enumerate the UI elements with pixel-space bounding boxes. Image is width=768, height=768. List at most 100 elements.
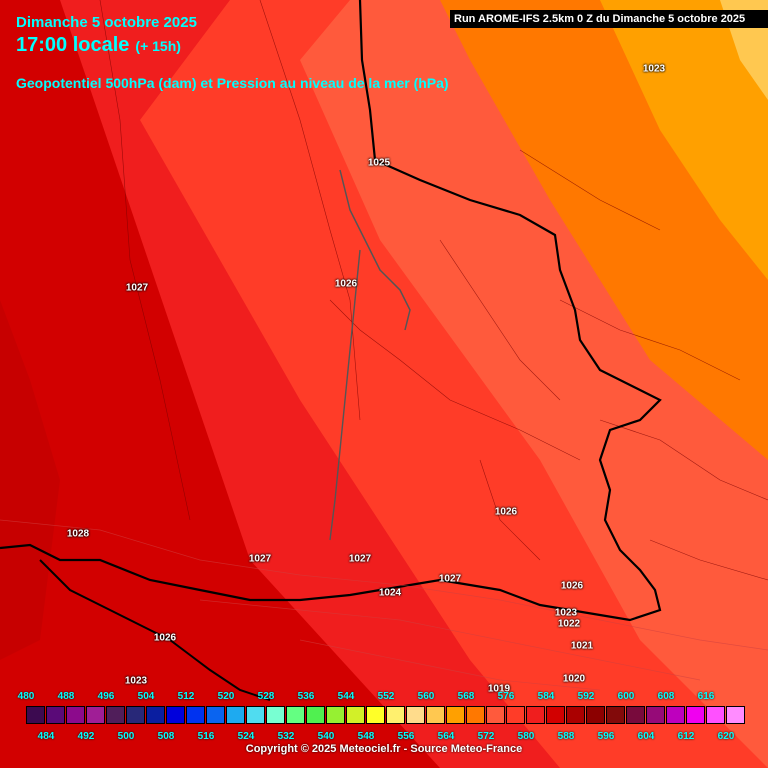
- legend-swatch: [726, 706, 745, 724]
- legend-swatch: [306, 706, 325, 724]
- legend-swatch: [326, 706, 345, 724]
- legend-swatch: [406, 706, 425, 724]
- legend-swatch: [186, 706, 205, 724]
- pressure-label: 1026: [334, 278, 358, 290]
- pressure-label: 1027: [438, 573, 462, 585]
- legend-bottom-label: 516: [197, 731, 215, 742]
- legend-swatch: [566, 706, 585, 724]
- legend-swatch: [246, 706, 265, 724]
- legend-swatch: [646, 706, 665, 724]
- legend-top-label: 504: [137, 691, 155, 702]
- legend-top-label: 576: [497, 691, 515, 702]
- pressure-label: 1023: [124, 675, 148, 687]
- legend-top-label: 496: [97, 691, 115, 702]
- legend-swatch: [526, 706, 545, 724]
- legend-top-label: 536: [297, 691, 315, 702]
- color-legend: 480 488 496 504 512 520 528 536 544 552 560 568 576 5…: [0, 686, 768, 768]
- legend-swatch: [266, 706, 285, 724]
- legend-swatch: [226, 706, 245, 724]
- legend-swatch: [26, 706, 45, 724]
- pressure-label: 1028: [66, 528, 90, 540]
- band-568: [600, 0, 768, 280]
- legend-bottom-label: 524: [237, 731, 255, 742]
- pressure-label: 1023: [642, 63, 666, 75]
- legend-top-label: 552: [377, 691, 395, 702]
- parameter-title: Geopotentiel 500hPa (dam) et Pression au…: [16, 75, 449, 91]
- legend-swatch: [86, 706, 105, 724]
- legend-swatch: [166, 706, 185, 724]
- legend-bottom-label: 548: [357, 731, 375, 742]
- legend-bottom-label: 508: [157, 731, 175, 742]
- coast-west: [329, 249, 361, 541]
- pressure-label: 1026: [560, 580, 584, 592]
- legend-bottom-label: 572: [477, 731, 495, 742]
- lead-time: (+ 15h): [135, 38, 181, 54]
- pressure-label: 1022: [557, 618, 581, 630]
- legend-top-label: 512: [177, 691, 195, 702]
- legend-top-label: 616: [697, 691, 715, 702]
- legend-swatch: [106, 706, 125, 724]
- legend-bottom-label: 484: [37, 731, 55, 742]
- legend-swatch: [386, 706, 405, 724]
- legend-bottom-label: 492: [77, 731, 95, 742]
- pressure-label: 1019: [487, 683, 511, 695]
- border-south: [39, 559, 271, 701]
- legend-bottom-label: 588: [557, 731, 575, 742]
- legend-bottom-label: 564: [437, 731, 455, 742]
- legend-swatch: [206, 706, 225, 724]
- legend-top-label: 488: [57, 691, 75, 702]
- legend-swatch: [506, 706, 525, 724]
- legend-top-label: 520: [217, 691, 235, 702]
- legend-swatch: [426, 706, 445, 724]
- legend-swatch: [466, 706, 485, 724]
- run-info: Run AROME-IFS 2.5km 0 Z du Dimanche 5 oc…: [450, 10, 768, 28]
- time-value: 17:00 locale: [16, 34, 130, 56]
- legend-swatch: [626, 706, 645, 724]
- forecast-time: 17:00 locale (+ 15h): [16, 34, 181, 57]
- pressure-label: 1027: [125, 282, 149, 294]
- legend-swatch: [126, 706, 145, 724]
- legend-swatch: [606, 706, 625, 724]
- pressure-label: 1024: [378, 587, 402, 599]
- legend-swatch: [346, 706, 365, 724]
- copyright: Copyright © 2025 Meteociel.fr - Source M…: [245, 743, 523, 755]
- pressure-label: 1027: [248, 553, 272, 565]
- legend-bottom-label: 540: [317, 731, 335, 742]
- pressure-label: 1025: [367, 157, 391, 169]
- estuary: [339, 169, 411, 331]
- legend-top-label: 600: [617, 691, 635, 702]
- legend-top-label: 544: [337, 691, 355, 702]
- band-592: [0, 300, 60, 660]
- legend-top-label: 584: [537, 691, 555, 702]
- coastline: [0, 0, 662, 622]
- legend-swatch: [46, 706, 65, 724]
- forecast-date: Dimanche 5 octobre 2025: [16, 14, 197, 31]
- legend-bottom-label: 620: [717, 731, 735, 742]
- pressure-label: 1027: [348, 553, 372, 565]
- legend-swatch: [546, 706, 565, 724]
- legend-top-label: 608: [657, 691, 675, 702]
- legend-top-label: 568: [457, 691, 475, 702]
- legend-swatch: [286, 706, 305, 724]
- legend-swatch: [686, 706, 705, 724]
- legend-top-label: 560: [417, 691, 435, 702]
- legend-bottom-label: 596: [597, 731, 615, 742]
- legend-bottom-label: 532: [277, 731, 295, 742]
- legend-bottom-label: 500: [117, 731, 135, 742]
- legend-top-label: 480: [17, 691, 35, 702]
- legend-bottom-label: 604: [637, 731, 655, 742]
- pressure-label: 1020: [562, 673, 586, 685]
- legend-bottom-label: 580: [517, 731, 535, 742]
- pressure-label: 1021: [570, 640, 594, 652]
- legend-swatch: [666, 706, 685, 724]
- pressure-label: 1023: [554, 607, 578, 619]
- pressure-label: 1026: [153, 632, 177, 644]
- legend-swatch: [446, 706, 465, 724]
- legend-swatch: [366, 706, 385, 724]
- legend-top-label: 528: [257, 691, 275, 702]
- legend-swatch: [486, 706, 505, 724]
- legend-swatch: [146, 706, 165, 724]
- legend-swatch: [706, 706, 725, 724]
- pressure-label: 1026: [494, 506, 518, 518]
